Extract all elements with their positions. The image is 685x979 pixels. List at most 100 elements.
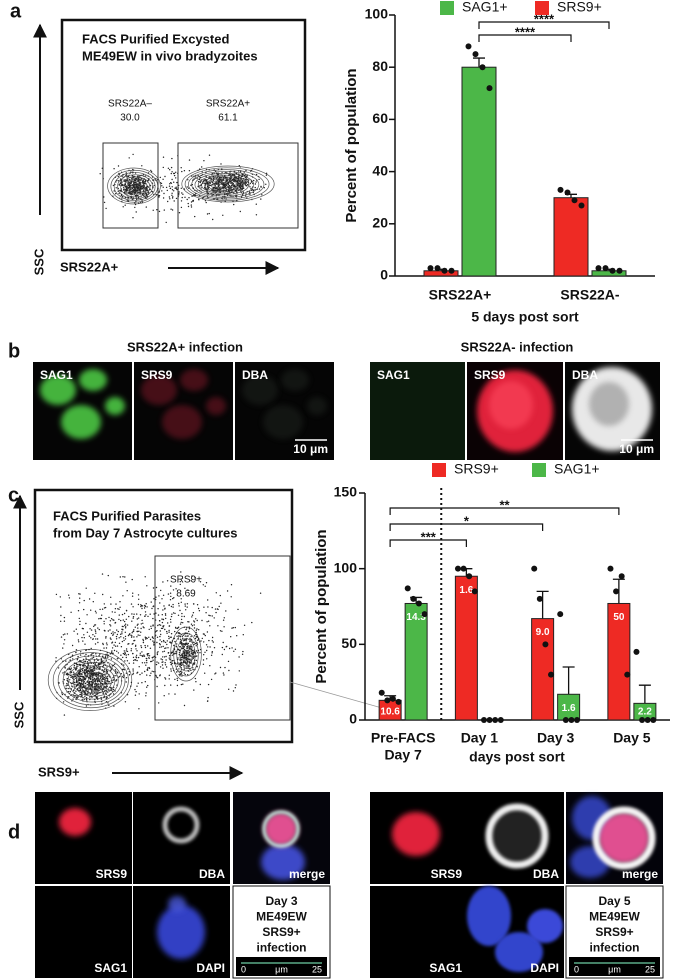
event-dot [124, 185, 127, 188]
event-dot [132, 217, 134, 219]
event-dot [105, 659, 108, 661]
event-dot [92, 670, 95, 672]
event-dot [144, 662, 146, 664]
event-dot [237, 608, 239, 611]
event-dot [142, 179, 144, 181]
event-dot [176, 632, 178, 634]
event-dot [127, 653, 130, 656]
event-dot [213, 169, 215, 171]
event-dot [89, 693, 91, 695]
event-dot [206, 185, 209, 187]
event-dot [190, 669, 192, 672]
significance-label: *** [421, 529, 437, 544]
event-dot [192, 187, 195, 190]
event-dot [253, 179, 255, 182]
event-dot [137, 634, 139, 636]
event-dot [187, 621, 189, 623]
event-dot [135, 200, 137, 202]
event-dot [130, 603, 133, 605]
event-dot [168, 604, 170, 607]
event-dot [122, 656, 124, 659]
event-dot [185, 656, 187, 658]
event-dot [96, 685, 98, 687]
legend-label: SAG1+ [462, 0, 508, 15]
event-dot [218, 605, 220, 608]
event-dot [156, 685, 158, 688]
event-dot [71, 685, 73, 687]
event-dot [144, 681, 146, 683]
event-dot [136, 194, 138, 196]
scale-label: 10 μm [293, 442, 328, 456]
event-dot [147, 645, 149, 647]
event-dot [146, 674, 148, 676]
event-dot [158, 191, 161, 193]
event-dot [67, 673, 70, 676]
event-dot [166, 632, 168, 634]
event-dot [185, 650, 187, 652]
legend-label: SRS9+ [454, 461, 499, 477]
scale-label: μm [608, 964, 621, 974]
y-tick-label: 50 [341, 635, 357, 651]
bar [591, 270, 627, 277]
event-dot [152, 659, 154, 661]
contour [87, 675, 106, 689]
event-dot [164, 608, 166, 610]
event-dot [79, 679, 81, 681]
event-dot [141, 682, 143, 684]
event-dot [139, 673, 141, 676]
event-dot [205, 171, 207, 174]
event-dot [195, 681, 197, 683]
event-dot [173, 172, 176, 175]
contour [184, 167, 270, 201]
event-dot [155, 612, 157, 614]
event-dot [238, 189, 240, 191]
event-dot [169, 198, 171, 200]
event-dot [121, 633, 123, 635]
event-dot [188, 665, 191, 667]
event-dot [168, 693, 170, 695]
event-dot [151, 636, 154, 638]
event-dot [112, 631, 114, 633]
event-dot [204, 634, 206, 637]
event-dot [196, 642, 198, 644]
event-dot [106, 652, 109, 654]
event-dot [145, 206, 147, 208]
data-point [557, 186, 564, 193]
event-dot [122, 652, 125, 655]
event-dot [94, 663, 96, 665]
event-dot [174, 187, 176, 189]
gate-value: 30.0 [120, 113, 140, 124]
event-dot [187, 202, 189, 205]
event-dot [83, 691, 85, 693]
event-dot [83, 637, 86, 639]
event-dot [221, 630, 223, 632]
event-dot [260, 198, 262, 200]
event-dot [135, 211, 137, 213]
data-point [454, 565, 461, 572]
event-dot [241, 183, 243, 186]
event-dot [165, 655, 167, 658]
event-dot [125, 618, 128, 620]
event-dot [152, 640, 154, 642]
event-dot [118, 614, 121, 616]
event-dot [155, 663, 158, 666]
event-dot [90, 680, 93, 683]
event-dot [105, 681, 107, 684]
event-dot [169, 636, 171, 638]
event-dot [136, 624, 138, 626]
event-dot [145, 664, 147, 666]
event-dot [159, 624, 162, 626]
event-dot [160, 633, 162, 636]
caption-line: SRS9+ [595, 925, 633, 939]
event-dot [110, 686, 112, 689]
bar-inner-label: 50 [613, 612, 625, 623]
event-dot [78, 686, 80, 688]
event-dot [180, 621, 182, 624]
event-dot [157, 608, 159, 610]
y-tick-label: 60 [372, 110, 388, 126]
event-dot [136, 672, 138, 674]
cell-signal [162, 806, 200, 844]
event-dot [187, 655, 189, 657]
event-dot [120, 189, 122, 192]
contour [204, 178, 239, 193]
